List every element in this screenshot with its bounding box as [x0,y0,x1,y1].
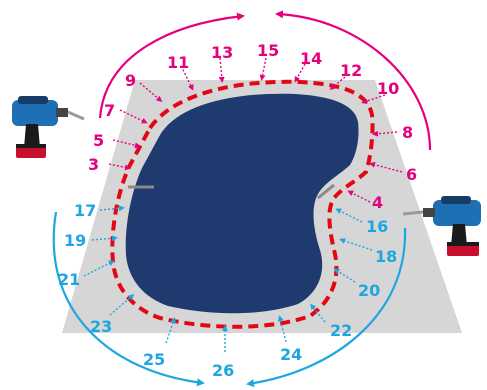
anchor-label-21: 21 [58,270,80,289]
anchor-label-18: 18 [375,247,397,266]
anchor-label-13: 13 [211,43,233,62]
anchor-label-16: 16 [366,217,388,236]
anchor-label-4: 4 [372,193,383,212]
tie-rod [317,183,335,200]
anchor-label-12: 12 [340,61,362,80]
drill-icon [402,196,481,256]
magenta-arc-arrow [275,10,432,151]
anchor-label-14: 14 [300,49,322,68]
anchor-label-22: 22 [330,321,352,340]
anchor-label-5: 5 [93,131,104,150]
anchor-label-8: 8 [402,123,413,142]
cyan-arc-arrow [246,227,407,388]
anchor-label-15: 15 [257,41,279,60]
anchor-label-24: 24 [280,345,302,364]
anchor-label-3: 3 [88,155,99,174]
cyan-arc-arrow [52,211,205,387]
anchor-label-6: 6 [406,165,417,184]
anchor-label-10: 10 [377,79,399,98]
drill-icon [12,96,85,158]
cover-cut-line [110,79,375,329]
magenta-arc-arrow [98,12,245,119]
anchor-label-19: 19 [64,231,86,250]
anchor-label-20: 20 [358,281,380,300]
anchor-label-11: 11 [167,53,189,72]
anchor-label-17: 17 [74,201,96,220]
magenta-pointers [108,57,403,203]
anchor-label-7: 7 [104,101,115,120]
cyan-pointers [83,205,373,352]
anchor-label-23: 23 [90,317,112,336]
pool-water [125,93,359,314]
anchor-label-26: 26 [212,361,234,380]
anchor-label-25: 25 [143,350,165,369]
anchor-label-9: 9 [125,71,136,90]
